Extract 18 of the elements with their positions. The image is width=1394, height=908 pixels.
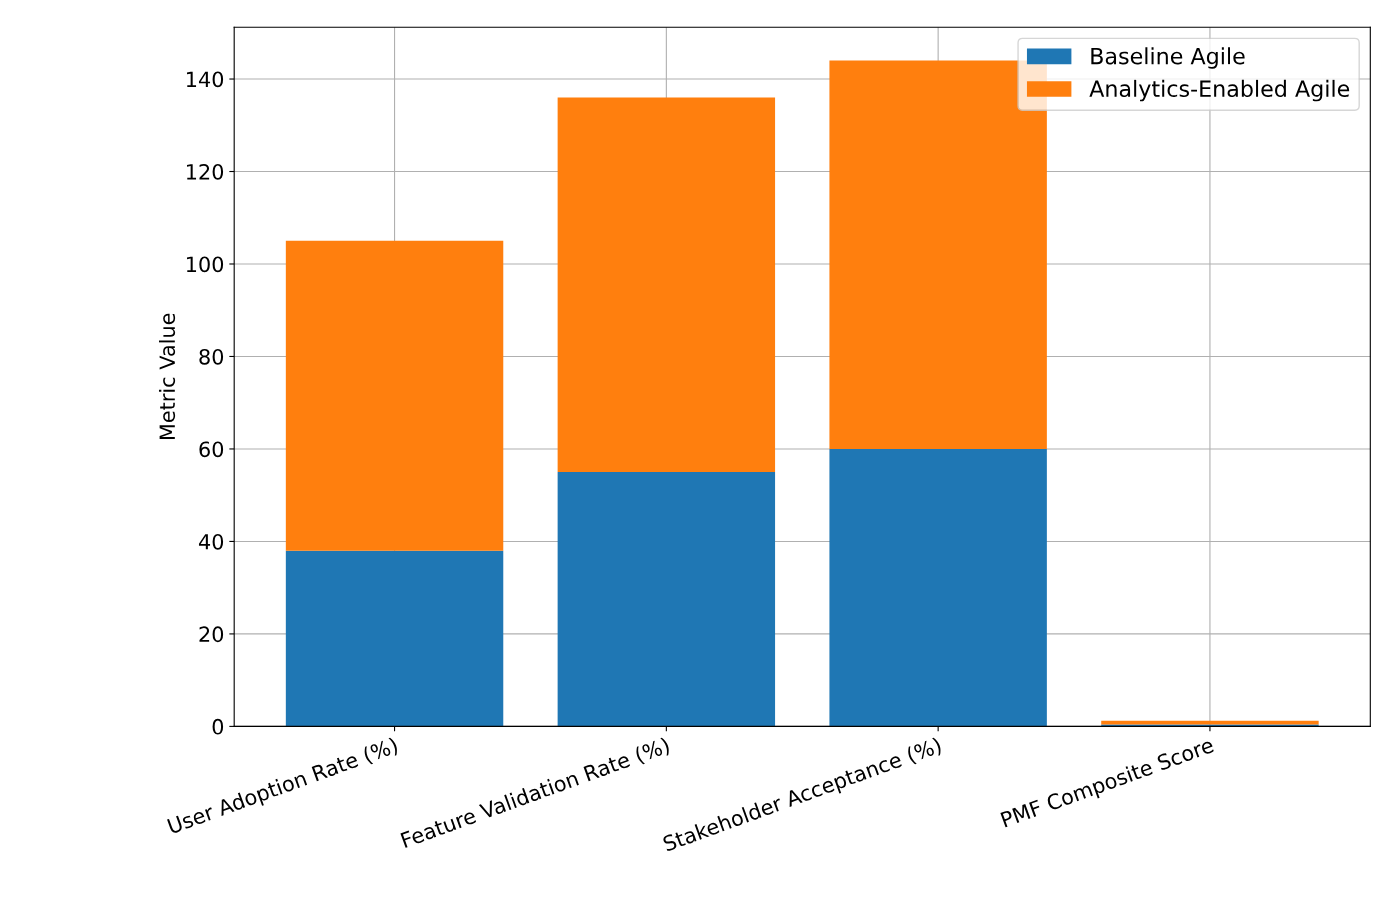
y-tick-label: 120: [186, 163, 224, 180]
bar: [829, 448, 1047, 727]
y-tick-label: 0: [212, 718, 224, 735]
bar: [557, 472, 776, 727]
bar: [285, 240, 504, 551]
y-tick-label: 80: [199, 348, 224, 365]
y-tick-label: 60: [199, 441, 224, 458]
bar: [285, 550, 504, 727]
bar: [829, 60, 1047, 449]
legend-label: Analytics-Enabled Agile: [1089, 79, 1350, 102]
y-tick-label: 20: [199, 626, 224, 643]
y-tick-label: 100: [186, 256, 224, 273]
y-tick-label: 40: [198, 533, 224, 550]
legend-label: Baseline Agile: [1091, 47, 1245, 69]
bar: [557, 97, 776, 473]
y-tick-label: 140: [186, 71, 224, 88]
y-axis-title: Metric Value: [158, 313, 176, 440]
bar: [1101, 720, 1319, 725]
